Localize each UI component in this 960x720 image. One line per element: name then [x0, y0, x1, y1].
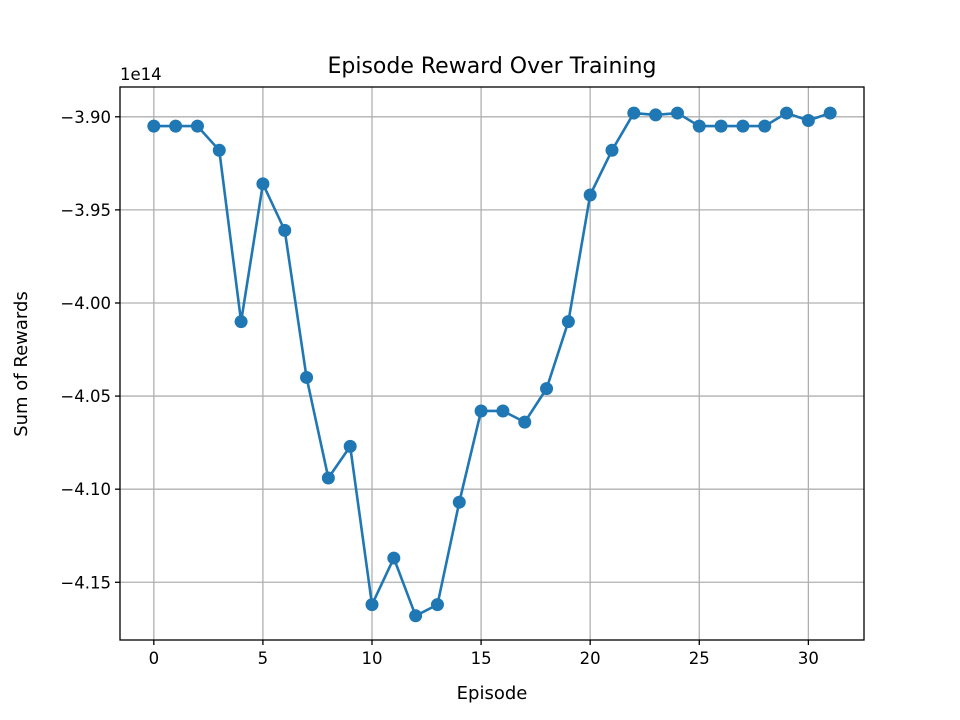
data-point	[452, 495, 466, 509]
data-point	[256, 177, 270, 191]
data-point	[278, 223, 292, 237]
data-point	[736, 119, 750, 133]
data-point	[670, 106, 684, 120]
data-point	[780, 106, 794, 120]
data-point	[212, 143, 226, 157]
x-axis-label: Episode	[457, 683, 528, 704]
y-tick-label: −4.10	[60, 480, 111, 499]
data-point	[496, 404, 510, 418]
data-point	[758, 119, 772, 133]
data-point	[430, 598, 444, 612]
data-point	[147, 119, 161, 133]
y-tick-label: −4.05	[60, 387, 111, 406]
data-point	[649, 108, 663, 122]
x-tick-label: 10	[362, 649, 383, 668]
data-point	[714, 119, 728, 133]
y-tick-label: −3.95	[60, 201, 111, 220]
x-tick-label: 20	[580, 649, 601, 668]
data-point	[801, 114, 815, 128]
data-point	[627, 106, 641, 120]
y-tick-label: −4.15	[60, 573, 111, 592]
axis-ticks: 0 5 10 15 20 25 30 −3.90 −3.95 −4.00 −4.05 −4.10 −4.…	[60, 108, 818, 668]
data-point	[540, 382, 554, 396]
data-point	[605, 143, 619, 157]
data-point	[474, 404, 488, 418]
y-axis-label: Sum of Rewards	[11, 291, 32, 437]
data-point	[561, 315, 575, 329]
data-point	[387, 551, 401, 565]
chart-title: Episode Reward Over Training	[327, 54, 656, 79]
data-point	[169, 119, 183, 133]
data-point	[365, 598, 379, 612]
x-tick-label: 30	[798, 649, 819, 668]
plot-frame	[119, 86, 865, 641]
data-point	[234, 315, 248, 329]
data-point	[409, 609, 423, 623]
data-point	[300, 370, 314, 384]
data-point	[190, 119, 204, 133]
data-point	[583, 188, 597, 202]
x-tick-label: 0	[149, 649, 160, 668]
x-tick-label: 5	[258, 649, 269, 668]
data-point	[823, 106, 837, 120]
series-layer	[147, 106, 837, 623]
y-tick-label: −3.90	[60, 108, 111, 127]
grid-lines	[120, 87, 864, 640]
data-point	[518, 415, 532, 429]
y-tick-label: −4.00	[60, 294, 111, 313]
data-point	[692, 119, 706, 133]
y-axis-offset-label: 1e14	[120, 65, 162, 84]
data-point	[343, 439, 357, 453]
x-tick-label: 15	[471, 649, 492, 668]
data-point	[321, 471, 335, 485]
x-tick-label: 25	[689, 649, 710, 668]
